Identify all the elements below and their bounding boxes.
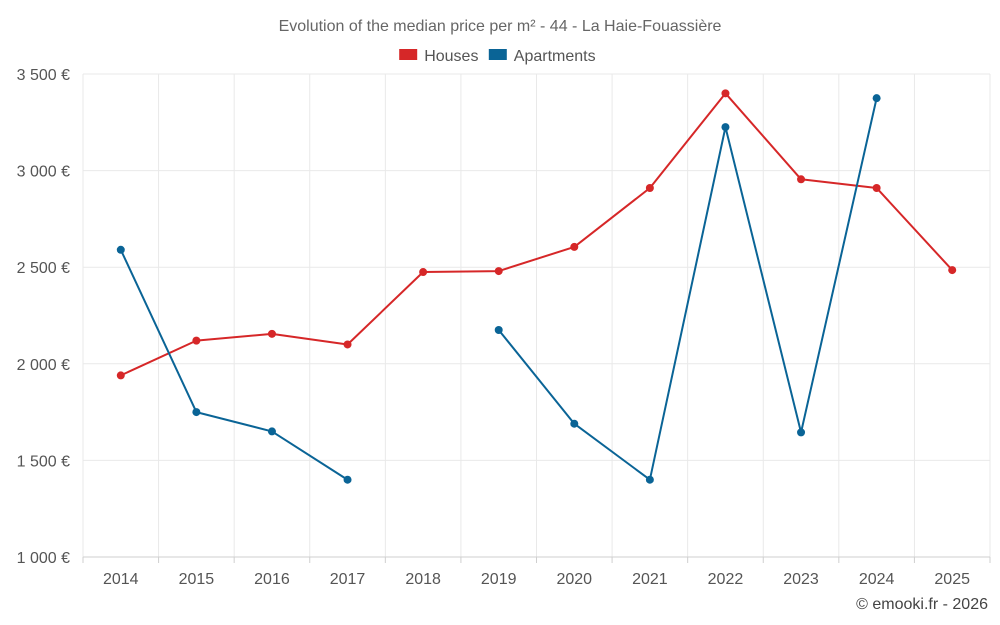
data-point-houses[interactable] bbox=[872, 183, 881, 192]
data-point-houses[interactable] bbox=[948, 266, 957, 275]
y-tick-label: 2 500 € bbox=[17, 260, 70, 277]
data-point-houses[interactable] bbox=[797, 175, 806, 184]
series-houses bbox=[116, 89, 957, 380]
data-point-houses[interactable] bbox=[192, 336, 201, 345]
data-point-houses[interactable] bbox=[645, 183, 654, 192]
x-axis: 2014 2015 2016 2017 2018 2019 2020 2021 2022 2023… bbox=[82, 556, 991, 588]
data-point-houses[interactable] bbox=[570, 242, 579, 251]
series-line-apartments bbox=[119, 249, 349, 481]
credit-text: © emooki.fr - 2026 bbox=[856, 596, 988, 613]
legend-label-apartments: Apartments bbox=[514, 48, 596, 65]
data-point-houses[interactable] bbox=[343, 340, 352, 349]
x-tick-label: 2018 bbox=[405, 571, 441, 588]
grid bbox=[82, 73, 991, 557]
x-tick-label: 2023 bbox=[783, 571, 819, 588]
x-tick-label: 2016 bbox=[254, 571, 290, 588]
series-group bbox=[116, 89, 957, 484]
x-tick-label: 2014 bbox=[103, 571, 139, 588]
y-tick-label: 3 000 € bbox=[17, 164, 70, 181]
data-point-apartments[interactable] bbox=[645, 475, 654, 484]
legend-swatch-apartments bbox=[488, 49, 507, 60]
data-point-apartments[interactable] bbox=[570, 419, 579, 428]
legend-item-apartments[interactable]: Apartments bbox=[488, 48, 596, 65]
data-point-houses[interactable] bbox=[494, 267, 503, 276]
x-tick-label: 2022 bbox=[708, 571, 744, 588]
data-point-apartments[interactable] bbox=[872, 94, 881, 103]
x-tick-label: 2021 bbox=[632, 571, 668, 588]
data-point-houses[interactable] bbox=[721, 89, 730, 98]
data-point-houses[interactable] bbox=[267, 329, 276, 338]
y-axis: 1 000 € 1 500 € 2 000 € 2 500 € 3 000 € 3 500… bbox=[17, 67, 70, 567]
x-tick-label: 2024 bbox=[859, 571, 895, 588]
x-tick-label: 2025 bbox=[934, 571, 970, 588]
legend[interactable]: Houses Apartments bbox=[399, 48, 596, 65]
y-tick-label: 1 000 € bbox=[17, 550, 70, 567]
x-tick-label: 2015 bbox=[179, 571, 215, 588]
data-point-houses[interactable] bbox=[116, 371, 125, 380]
y-tick-label: 2 000 € bbox=[17, 357, 70, 374]
data-point-apartments[interactable] bbox=[494, 325, 503, 334]
data-point-apartments[interactable] bbox=[267, 427, 276, 436]
x-tick-label: 2020 bbox=[556, 571, 592, 588]
legend-swatch-houses bbox=[399, 49, 418, 60]
data-point-apartments[interactable] bbox=[116, 245, 125, 254]
data-point-apartments[interactable] bbox=[192, 408, 201, 417]
x-tick-label: 2019 bbox=[481, 571, 517, 588]
data-point-apartments[interactable] bbox=[343, 475, 352, 484]
x-tick-label: 2017 bbox=[330, 571, 366, 588]
series-line-apartments bbox=[497, 97, 878, 481]
legend-item-houses[interactable]: Houses bbox=[399, 48, 478, 65]
chart-title: Evolution of the median price per m² - 4… bbox=[279, 18, 722, 35]
data-point-apartments[interactable] bbox=[797, 428, 806, 437]
data-point-apartments[interactable] bbox=[721, 123, 730, 132]
legend-label-houses: Houses bbox=[424, 48, 478, 65]
data-point-houses[interactable] bbox=[419, 268, 428, 277]
series-apartments bbox=[116, 94, 881, 484]
y-tick-label: 1 500 € bbox=[17, 453, 70, 470]
series-line-houses bbox=[120, 92, 953, 377]
y-tick-label: 3 500 € bbox=[17, 67, 70, 84]
